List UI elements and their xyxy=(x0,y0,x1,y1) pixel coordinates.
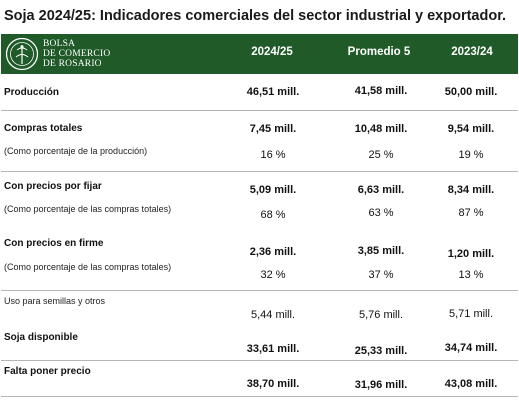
value-cell: 38,70 mill. xyxy=(246,378,300,390)
row-label: Compras totales xyxy=(4,123,83,134)
percent-cell: 87 % xyxy=(458,207,484,219)
row-label: Con precios en firme xyxy=(4,238,104,249)
value-cell: 1,20 mill. xyxy=(447,248,495,260)
value-cell: 8,34 mill. xyxy=(447,184,495,196)
row-sublabel: (Como porcentaje de las compras totales) xyxy=(4,204,172,214)
row-label: Falta poner precio xyxy=(4,366,91,377)
value-cell: 5,71 mill. xyxy=(448,308,494,320)
value-cell: 2,36 mill. xyxy=(249,246,297,258)
row-separator xyxy=(1,396,518,397)
table-header: BOLSA DE COMERCIO DE ROSARIO 2024/25 Pro… xyxy=(1,34,518,74)
value-cell: 46,51 mill. xyxy=(246,86,300,98)
percent-cell: 16 % xyxy=(260,149,286,161)
percent-cell: 37 % xyxy=(368,269,394,281)
value-cell: 43,08 mill. xyxy=(444,378,498,390)
value-cell: 7,45 mill. xyxy=(249,123,297,135)
seal-icon xyxy=(5,37,39,71)
percent-cell: 25 % xyxy=(368,149,394,161)
percent-cell: 19 % xyxy=(458,149,484,161)
row-label: Uso para semillas y otros xyxy=(4,296,106,306)
value-cell: 9,54 mill. xyxy=(447,123,495,135)
percent-cell: 32 % xyxy=(260,269,286,281)
value-cell: 5,09 mill. xyxy=(249,184,297,196)
value-cell: 5,44 mill. xyxy=(250,309,296,321)
value-cell: 6,63 mill. xyxy=(357,184,405,196)
value-cell: 25,33 mill. xyxy=(354,345,408,357)
value-cell: 33,61 mill. xyxy=(246,343,300,355)
row-label: Con precios por fijar xyxy=(4,181,102,192)
row-separator xyxy=(1,360,518,361)
row-label: Soja disponible xyxy=(4,332,78,343)
value-cell: 41,58 mill. xyxy=(354,85,408,97)
value-cell: 31,96 mill. xyxy=(354,379,408,391)
value-cell: 34,74 mill. xyxy=(444,342,498,354)
row-sublabel: (Como porcentaje de la producción) xyxy=(4,146,148,156)
row-separator xyxy=(1,290,518,291)
column-header: Promedio 5 xyxy=(347,46,411,58)
page-title: Soja 2024/25: Indicadores comerciales de… xyxy=(4,8,507,24)
value-cell: 50,00 mill. xyxy=(444,86,498,98)
row-separator xyxy=(1,171,518,172)
value-cell: 10,48 mill. xyxy=(354,123,408,135)
value-cell: 3,85 mill. xyxy=(357,245,405,257)
percent-cell: 68 % xyxy=(260,209,286,221)
row-separator xyxy=(1,110,518,111)
column-header: 2023/24 xyxy=(451,46,493,58)
logo-text: BOLSA DE COMERCIO DE ROSARIO xyxy=(43,39,111,69)
column-header: 2024/25 xyxy=(251,46,293,58)
row-sublabel: (Como porcentaje de las compras totales) xyxy=(4,262,172,272)
percent-cell: 13 % xyxy=(458,269,484,281)
value-cell: 5,76 mill. xyxy=(358,309,404,321)
bolsa-logo: BOLSA DE COMERCIO DE ROSARIO xyxy=(5,37,129,71)
percent-cell: 63 % xyxy=(368,207,394,219)
row-label: Producción xyxy=(4,87,60,98)
